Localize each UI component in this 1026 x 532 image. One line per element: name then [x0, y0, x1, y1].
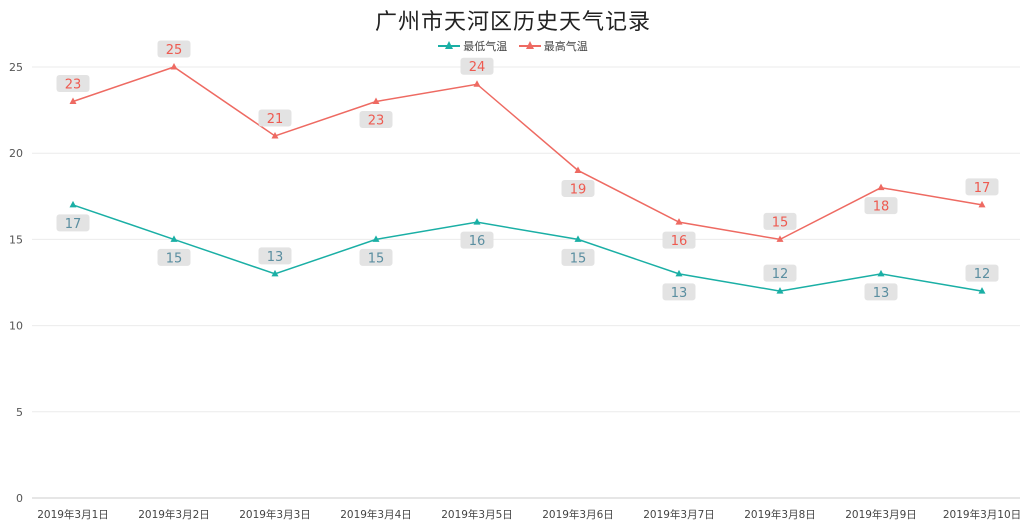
data-label-bg — [561, 179, 595, 197]
y-tick-label: 0 — [16, 492, 23, 505]
data-label: 23 — [368, 113, 385, 128]
data-label-bg — [864, 283, 898, 301]
data-point-marker — [170, 63, 178, 70]
data-point-marker — [69, 97, 77, 104]
data-label-bg — [965, 178, 999, 196]
data-label-bg — [460, 57, 494, 75]
data-point-marker — [978, 200, 986, 208]
x-tick-label: 2019年3月5日 — [441, 508, 513, 521]
x-tick-label: 2019年3月8日 — [744, 508, 816, 521]
data-label-bg — [359, 248, 393, 266]
data-label: 15 — [368, 251, 385, 266]
data-point-marker — [372, 97, 380, 104]
legend-swatch-min-temp — [438, 41, 461, 51]
data-label: 25 — [166, 43, 183, 58]
data-label-bg — [258, 109, 292, 127]
data-label-bg — [763, 212, 797, 230]
data-point-marker — [69, 200, 77, 208]
x-tick-label: 2019年3月1日 — [37, 508, 109, 521]
data-label: 23 — [65, 77, 82, 92]
data-point-marker — [271, 269, 279, 277]
data-label-bg — [662, 283, 696, 301]
legend-swatch-max-temp — [518, 41, 541, 51]
x-tick-label: 2019年3月3日 — [239, 508, 311, 521]
x-tick-label: 2019年3月7日 — [643, 508, 715, 521]
data-label: 16 — [469, 234, 486, 249]
data-label-bg — [56, 74, 90, 92]
chart-legend: 最低气温 最高气温 — [0, 38, 1026, 54]
x-tick-label: 2019年3月9日 — [845, 508, 917, 521]
data-label: 19 — [570, 182, 587, 197]
data-point-marker — [574, 166, 582, 173]
data-label-bg — [56, 214, 90, 232]
chart-title: 广州市天河区历史天气记录 — [374, 10, 651, 35]
y-tick-label: 15 — [9, 233, 23, 246]
data-label: 18 — [873, 200, 890, 215]
data-label: 15 — [772, 215, 789, 230]
data-point-marker — [473, 80, 481, 87]
data-point-marker — [978, 287, 986, 294]
x-tick-label: 2019年3月4日 — [340, 508, 412, 521]
data-label-bg — [157, 248, 191, 266]
data-label-bg — [460, 231, 494, 249]
data-label-bg — [359, 110, 393, 128]
data-label: 15 — [166, 251, 183, 266]
data-point-marker — [776, 287, 784, 294]
data-point-marker — [877, 183, 885, 191]
x-tick-label: 2019年3月10日 — [943, 508, 1021, 521]
data-label: 12 — [974, 267, 991, 282]
legend-item-min-temp[interactable]: 最低气温 — [438, 38, 507, 54]
data-label: 13 — [267, 250, 284, 265]
data-point-marker — [776, 235, 784, 242]
x-tick-label: 2019年3月6日 — [542, 508, 614, 521]
series-line — [72, 204, 983, 292]
data-label: 13 — [671, 286, 688, 301]
data-label: 13 — [873, 286, 890, 301]
data-label: 24 — [469, 60, 486, 75]
data-point-marker — [574, 235, 582, 242]
y-tick-label: 10 — [9, 320, 23, 333]
data-label: 16 — [671, 234, 688, 249]
data-point-marker — [473, 218, 481, 225]
data-point-marker — [877, 269, 885, 277]
legend-label-max-temp: 最高气温 — [543, 40, 588, 53]
data-label-bg — [258, 247, 292, 265]
data-label: 17 — [974, 181, 991, 196]
series-line — [72, 66, 983, 241]
data-label: 12 — [772, 267, 789, 282]
y-tick-label: 25 — [9, 61, 23, 74]
data-point-marker — [271, 131, 279, 139]
data-label-bg — [965, 264, 999, 282]
data-label: 17 — [65, 217, 82, 232]
data-label-bg — [763, 264, 797, 282]
data-label-bg — [662, 231, 696, 249]
data-point-marker — [675, 269, 683, 277]
data-label-bg — [157, 40, 191, 58]
data-label-bg — [561, 248, 595, 266]
data-label: 21 — [267, 112, 284, 127]
y-tick-label: 5 — [16, 406, 23, 419]
legend-label-min-temp: 最低气温 — [463, 40, 508, 53]
x-tick-label: 2019年3月2日 — [138, 508, 210, 521]
data-label: 15 — [570, 251, 587, 266]
data-point-marker — [675, 218, 683, 225]
y-tick-label: 20 — [9, 147, 23, 160]
data-label-bg — [864, 197, 898, 215]
legend-item-max-temp[interactable]: 最高气温 — [518, 38, 588, 54]
data-point-marker — [372, 235, 380, 242]
data-point-marker — [170, 235, 178, 242]
